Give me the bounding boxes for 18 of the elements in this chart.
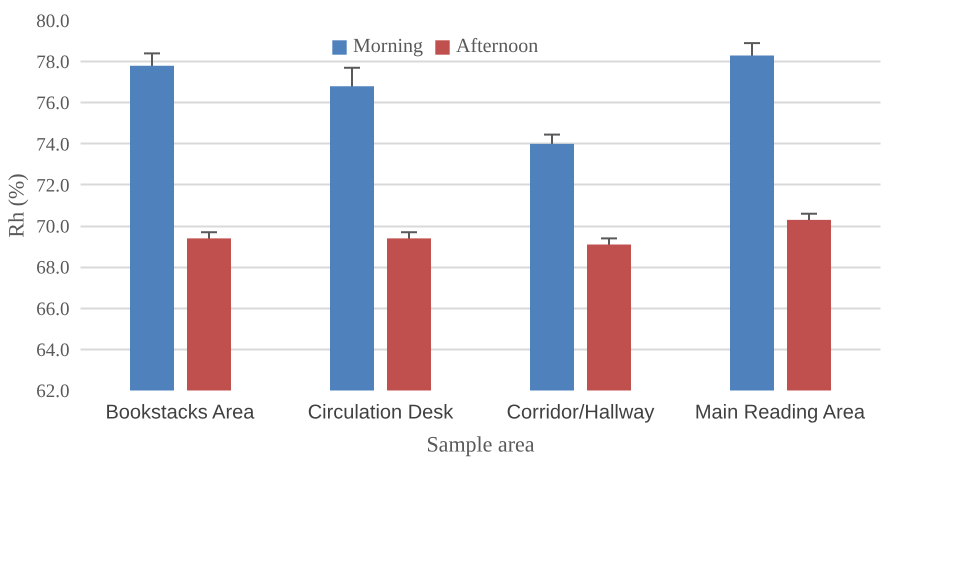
y-tick-label: 80.0 — [36, 11, 70, 32]
y-tick-label: 68.0 — [36, 258, 70, 279]
y-axis-title: Rh (%) — [3, 173, 28, 238]
y-tick-label: 70.0 — [36, 216, 70, 238]
x-tick-label: Corridor/Hallway — [506, 402, 654, 424]
y-tick-label: 64.0 — [36, 340, 70, 361]
y-tick-label: 76.0 — [36, 93, 70, 114]
y-tick-label: 62.0 — [36, 381, 70, 402]
y-tick-label: 66.0 — [36, 298, 70, 320]
x-tick-label: Circulation Desk — [308, 402, 454, 424]
x-tick-label: Bookstacks Area — [105, 402, 256, 424]
y-tick-label: 74.0 — [36, 134, 70, 156]
legend-label: Morning — [353, 35, 423, 58]
x-axis-title: Sample area — [426, 432, 535, 456]
y-tick-label: 72.0 — [36, 175, 70, 196]
x-tick-label: Main Reading Area — [694, 402, 866, 424]
legend-label: Afternoon — [456, 35, 538, 58]
y-tick-label: 78.0 — [36, 52, 70, 74]
